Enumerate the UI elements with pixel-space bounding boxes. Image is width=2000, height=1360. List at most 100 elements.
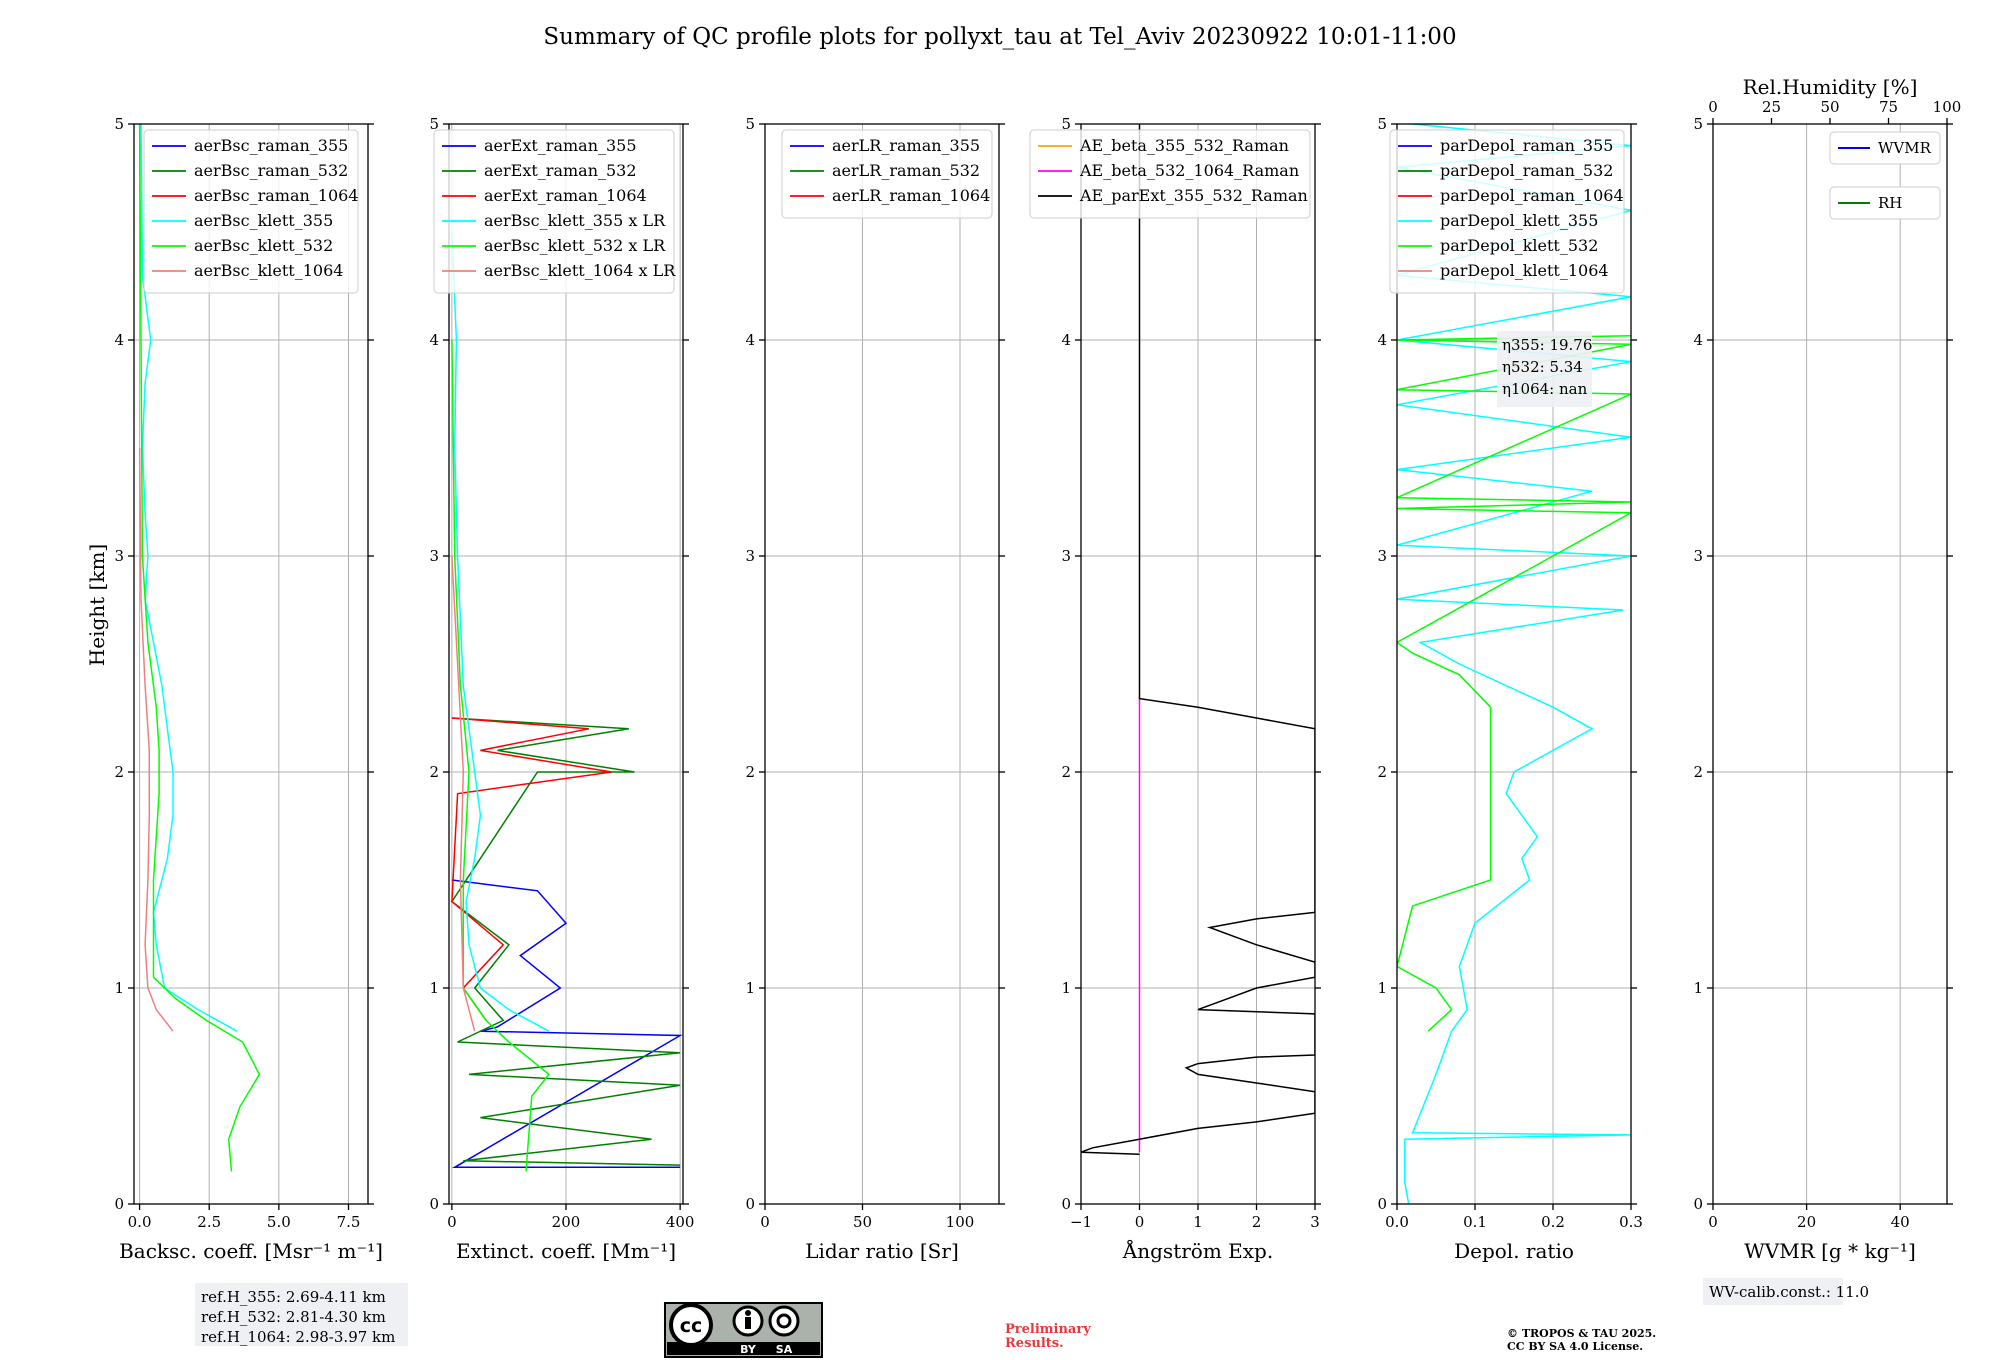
x-axis-label: Backsc. coeff. [Msr⁻¹ m⁻¹]	[119, 1239, 383, 1263]
legend-frame	[433, 129, 675, 294]
series-line-parDepol_klett_355	[1397, 124, 1631, 1204]
series-line-aerExt_raman_355	[451, 879, 683, 1169]
x-tick-label: 2	[1252, 1213, 1262, 1231]
wv-calib-box: WV-calib.const.: 11.0	[1703, 1278, 1869, 1305]
y-tick-label: 0	[1061, 1195, 1071, 1213]
legend-label: aerLR_raman_1064	[832, 186, 990, 205]
legend-frame	[1829, 131, 1941, 165]
y-tick-label: 1	[1377, 979, 1387, 997]
x-tick-label: 40	[1891, 1213, 1910, 1231]
series-line-AE_parExt_355_532_Raman	[1081, 124, 1315, 1156]
ref-heights-box: ref.H_355: 2.69-4.11 km ref.H_532: 2.81-…	[195, 1283, 408, 1346]
top-x-tick-label: 0	[1708, 98, 1718, 116]
panels: 0 1 2 3 4 5 0.0 2.5 5.0 7.5 Backsc. coeff. [Msr⁻¹ …	[114, 75, 1961, 1263]
x-tick-label: 0	[447, 1213, 457, 1231]
y-tick-label: 2	[745, 763, 755, 781]
legend: aerExt_raman_355 aerExt_raman_532 aerExt_r…	[433, 129, 676, 294]
y-tick-label: 5	[1693, 115, 1703, 133]
y-tick-label: 5	[745, 115, 755, 133]
annotation-box: η355: 19.76 η532: 5.34 η1064: nan	[1497, 331, 1592, 407]
legend: parDepol_raman_355 parDepol_raman_532 parD…	[1389, 129, 1625, 294]
y-tick-label: 3	[114, 547, 124, 565]
series-line-aerBsc_klett_1064	[138, 447, 174, 1032]
wv-calib-text: WV-calib.const.: 11.0	[1709, 1283, 1869, 1301]
legend-label: aerExt_raman_355	[484, 136, 637, 155]
panel-2: 0 1 2 3 4 5 0 200 400 Extinct. coeff. [Mm⁻¹] aerEx…	[429, 115, 694, 1263]
legend: WVMR RH	[1829, 131, 1941, 220]
y-tick-label: 3	[745, 547, 755, 565]
y-tick-label: 3	[1061, 547, 1071, 565]
x-tick-label: 2.5	[197, 1213, 221, 1231]
legend-frame	[1829, 186, 1941, 220]
legend-label: AE_beta_532_1064_Raman	[1079, 161, 1299, 180]
x-tick-label: 50	[853, 1213, 872, 1231]
preliminary-line-2: Results.	[1005, 1336, 1064, 1351]
legend-label: AE_beta_355_532_Raman	[1079, 136, 1289, 155]
y-tick-label: 3	[1693, 547, 1703, 565]
legend-label: aerBsc_raman_1064	[194, 186, 359, 205]
y-tick-label: 0	[745, 1195, 755, 1213]
series-line-aerExt_raman_532	[450, 717, 681, 1166]
preliminary-line-1: Preliminary	[1005, 1322, 1091, 1337]
cc-license-badge: cc BY SA	[664, 1302, 823, 1358]
y-tick-label: 0	[1693, 1195, 1703, 1213]
ref-height-1064: ref.H_1064: 2.98-3.97 km	[201, 1328, 395, 1346]
legend-frame	[1389, 129, 1625, 294]
y-tick-label: 2	[1377, 763, 1387, 781]
y-tick-label: 5	[429, 115, 439, 133]
y-tick-label: 2	[1693, 763, 1703, 781]
legend-label: aerBsc_raman_355	[194, 136, 348, 155]
x-tick-label: 0.1	[1463, 1213, 1487, 1231]
y-tick-label: 4	[745, 331, 755, 349]
by-label: BY	[740, 1343, 757, 1356]
plot-frame	[1396, 123, 1632, 1205]
y-tick-label: 5	[1061, 115, 1071, 133]
x-tick-label: 5.0	[267, 1213, 291, 1231]
legend-label: parDepol_klett_532	[1440, 236, 1598, 255]
legend-frame	[1029, 129, 1311, 219]
x-tick-label: 7.5	[337, 1213, 361, 1231]
y-tick-label: 2	[429, 763, 439, 781]
cc-text: cc	[680, 1315, 703, 1337]
series-line-aerBsc_klett_355 x LR	[451, 231, 550, 1032]
y-tick-label: 4	[429, 331, 439, 349]
legend-label: parDepol_raman_532	[1440, 161, 1613, 180]
ref-height-532: ref.H_532: 2.81-4.30 km	[201, 1308, 386, 1326]
y-tick-label: 0	[114, 1195, 124, 1213]
series-line-aerExt_raman_1064	[451, 717, 612, 1021]
legend-label: aerBsc_klett_1064 x LR	[484, 261, 676, 280]
y-tick-label: 4	[114, 331, 124, 349]
series-line-aerBsc_klett_355	[140, 124, 238, 1032]
y-tick-label: 3	[1377, 547, 1387, 565]
x-tick-label: 1	[1193, 1213, 1203, 1231]
series-group	[450, 231, 683, 1172]
x-tick-label: 0	[1135, 1213, 1145, 1231]
legend-frame	[781, 129, 993, 219]
copyright-line-2: CC BY SA 4.0 License.	[1507, 1340, 1643, 1353]
legend-label: parDepol_raman_1064	[1440, 186, 1624, 205]
y-tick-label: 5	[1377, 115, 1387, 133]
y-tick-label: 2	[114, 763, 124, 781]
x-tick-label: 3	[1310, 1213, 1320, 1231]
legend-label: aerBsc_klett_355	[194, 211, 333, 230]
legend-frame	[143, 129, 359, 294]
top-axis-label: Rel.Humidity [%]	[1743, 75, 1918, 99]
legend-label: RH	[1878, 194, 1902, 212]
legend-label: parDepol_raman_355	[1440, 136, 1613, 155]
legend-label: aerBsc_klett_355 x LR	[484, 211, 666, 230]
legend-label: aerLR_raman_532	[832, 161, 980, 180]
y-axis-label: Height [km]	[85, 544, 109, 666]
x-tick-label: 0.2	[1541, 1213, 1565, 1231]
y-tick-label: 4	[1377, 331, 1387, 349]
series-line-aerBsc_klett_1064 x LR	[451, 555, 476, 1032]
ref-height-355: ref.H_355: 2.69-4.11 km	[201, 1288, 386, 1306]
x-tick-label: 0.0	[128, 1213, 152, 1231]
legend-label: WVMR	[1878, 139, 1932, 157]
legend-label: aerBsc_klett_532	[194, 236, 333, 255]
figure-title: Summary of QC profile plots for pollyxt_…	[543, 24, 1456, 50]
x-tick-label: 400	[666, 1213, 695, 1231]
x-tick-label: −1	[1070, 1213, 1092, 1231]
